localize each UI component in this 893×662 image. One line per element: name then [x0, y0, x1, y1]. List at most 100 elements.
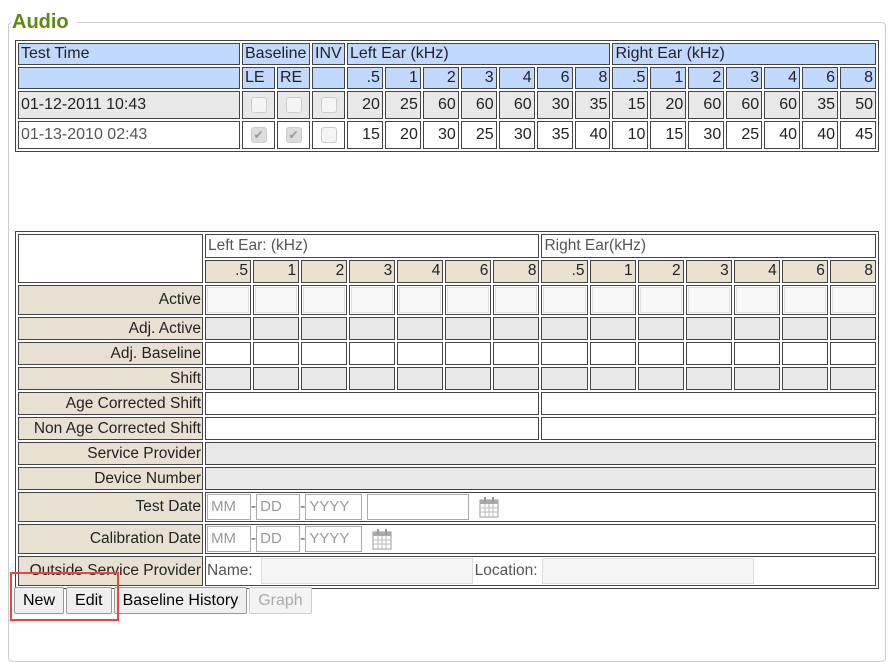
left-ear-value: 15 [347, 121, 383, 149]
active-input[interactable] [303, 287, 346, 313]
active-cell [445, 285, 492, 315]
left-freq-header: 1 [253, 259, 300, 283]
separator: - [251, 498, 257, 516]
left-ear-value: 35 [536, 121, 573, 149]
month-input[interactable]: MM [207, 526, 251, 552]
right-freq-header: 4 [764, 67, 801, 89]
shift-cell [781, 367, 828, 390]
active-input[interactable] [255, 287, 298, 313]
left-ear-value: 60 [422, 91, 459, 119]
edit-button[interactable]: Edit [66, 587, 112, 614]
shift-cell [493, 367, 540, 390]
adj-baseline-cell [253, 342, 300, 365]
active-input[interactable] [543, 287, 586, 313]
month-input[interactable]: MM [207, 494, 251, 520]
shift-cell [733, 367, 780, 390]
year-input[interactable]: YYYY [305, 526, 363, 552]
active-cell [637, 285, 684, 315]
left-freq-header: 6 [536, 67, 573, 89]
active-cell [685, 285, 732, 315]
section-title: Audio [12, 10, 77, 34]
left-ear-value: 60 [498, 91, 535, 119]
device-number-value [205, 467, 876, 490]
right-ear-value: 20 [650, 91, 687, 119]
inv-checkbox[interactable] [320, 127, 337, 143]
year-input[interactable]: YYYY [305, 494, 363, 520]
test-time: 01-12-2011 10:43 [18, 91, 240, 119]
active-cell [781, 285, 828, 315]
right-freq-header: 3 [685, 259, 732, 283]
left-freq-header: .5 [205, 259, 252, 283]
new-button[interactable]: New [14, 587, 65, 614]
adj-active-cell [397, 317, 444, 340]
day-input[interactable]: DD [256, 494, 301, 520]
active-input[interactable] [591, 287, 634, 313]
shift-cell [205, 367, 252, 390]
shift-cell [301, 367, 348, 390]
history-row[interactable]: 01-13-2010 02:43 ✔ ✔ 15 20 30 25 30 35 40 10 15 30 25… [18, 121, 876, 149]
right-freq-header: 8 [829, 259, 876, 283]
age-corrected-label: Age Corrected Shift [18, 392, 203, 415]
audiogram-entry-table: Left Ear: (kHz) Right Ear(kHz) .5 1 2 3 4 6 8.5… [15, 231, 879, 589]
baseline-history-button[interactable]: Baseline History [113, 587, 248, 614]
active-cell [397, 285, 444, 315]
right-ear-value: 40 [802, 121, 838, 149]
header-blank [18, 67, 240, 89]
right-freq-header: .5 [541, 259, 588, 283]
re-checkbox[interactable] [285, 97, 302, 113]
calendar-icon[interactable] [479, 496, 499, 518]
right-ear-header: Right Ear(kHz) [541, 234, 876, 258]
adj-active-cell [637, 317, 684, 340]
day-input[interactable]: DD [256, 526, 301, 552]
left-freq-header: 1 [384, 67, 421, 89]
adj-baseline-cell [301, 342, 348, 365]
active-input[interactable] [351, 287, 394, 313]
corner-blank [18, 234, 203, 283]
adj-active-cell [781, 317, 828, 340]
age-corrected-row: Age Corrected Shift [18, 392, 876, 415]
adj-baseline-cell [637, 342, 684, 365]
right-freq-header: 1 [589, 259, 636, 283]
left-freq-header: 6 [445, 259, 492, 283]
time-input[interactable] [367, 494, 470, 520]
adj-baseline-cell [541, 342, 588, 365]
active-input[interactable] [495, 287, 538, 313]
right-ear-value: 15 [612, 91, 649, 119]
active-cell [253, 285, 300, 315]
re-checkbox[interactable]: ✔ [285, 127, 302, 143]
outside-provider-label: Outside Service Provider [18, 556, 203, 586]
active-cell [301, 285, 348, 315]
adj-active-row: Adj. Active [18, 317, 876, 340]
active-input[interactable] [831, 287, 874, 313]
inv-checkbox[interactable] [320, 97, 337, 113]
audiogram-history-table: Test Time Baseline INV Left Ear (kHz) Right … [15, 40, 879, 152]
service-provider-label: Service Provider [18, 442, 203, 465]
le-checkbox[interactable]: ✔ [250, 127, 267, 143]
le-cell: ✔ [242, 121, 275, 149]
left-ear-value: 25 [384, 91, 421, 119]
shift-cell [253, 367, 300, 390]
separator: - [300, 530, 306, 548]
location-input[interactable] [541, 558, 754, 584]
active-input[interactable] [783, 287, 826, 313]
highlight-box [10, 572, 119, 621]
active-input[interactable] [687, 287, 730, 313]
name-input[interactable] [260, 558, 473, 584]
active-input[interactable] [447, 287, 490, 313]
active-input[interactable] [735, 287, 778, 313]
active-input[interactable] [399, 287, 442, 313]
calibration-date-label: Calibration Date [18, 524, 203, 554]
active-input[interactable] [207, 287, 250, 313]
non-age-corrected-row: Non Age Corrected Shift [18, 417, 876, 440]
le-checkbox[interactable] [250, 97, 267, 113]
history-row[interactable]: 01-12-2011 10:43 20 25 60 60 60 30 35 15 20 60 60 60… [18, 91, 876, 119]
right-freq-header: 8 [839, 67, 876, 89]
location-label: Location: [474, 562, 538, 580]
shift-row: Shift [18, 367, 876, 390]
active-input[interactable] [639, 287, 682, 313]
header-baseline: Baseline [242, 43, 310, 65]
right-ear-value: 25 [726, 121, 763, 149]
adj-baseline-cell [349, 342, 396, 365]
calendar-icon[interactable] [372, 528, 392, 550]
adj-active-cell [349, 317, 396, 340]
